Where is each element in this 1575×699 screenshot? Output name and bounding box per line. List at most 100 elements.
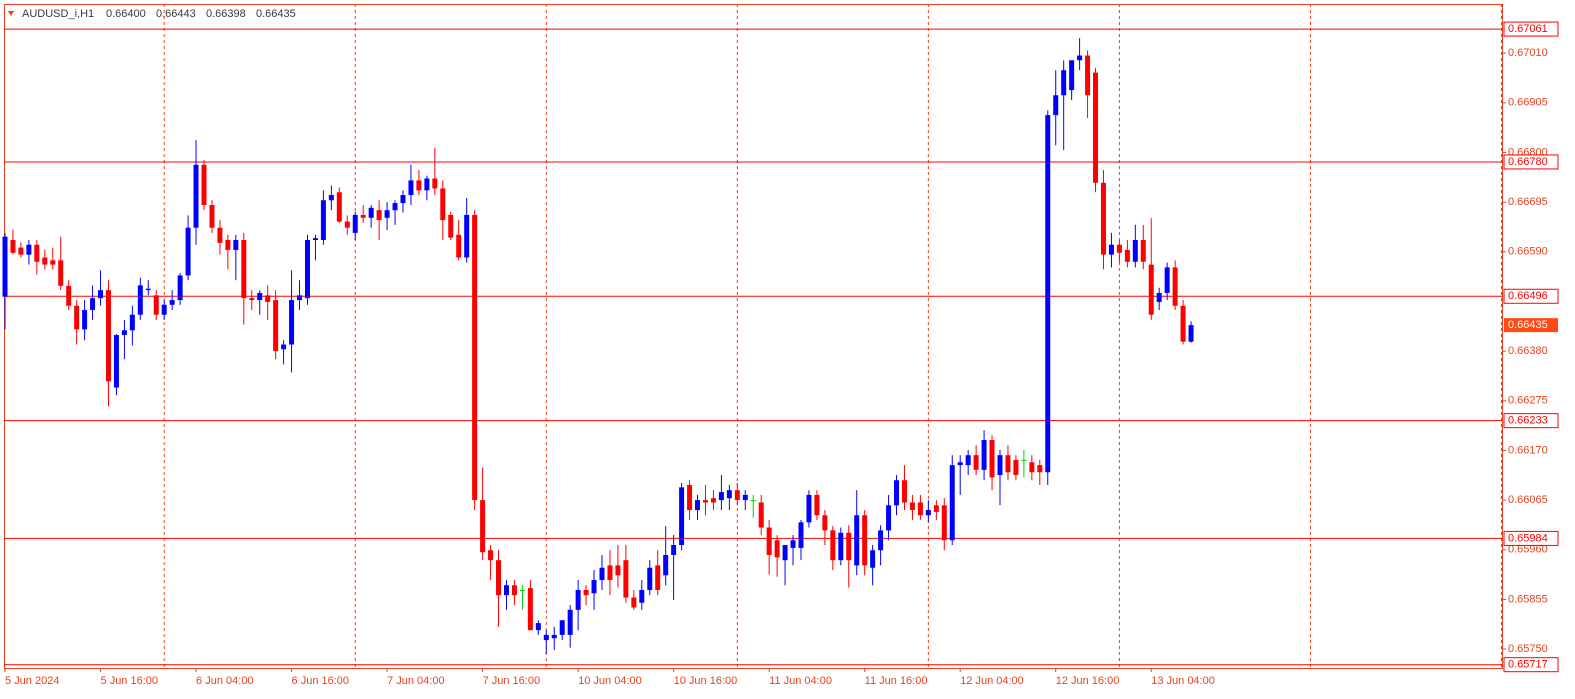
candle-body — [193, 164, 199, 228]
candle-body — [273, 300, 279, 352]
candle-body — [965, 455, 971, 466]
chart-title: AUDUSD_i,H1 — [22, 8, 94, 20]
candle-body — [1045, 115, 1051, 473]
candle-body — [997, 455, 1003, 476]
candle-body — [1132, 239, 1138, 262]
candle-body — [639, 589, 645, 603]
candle-body — [289, 300, 295, 345]
candle-body — [949, 465, 955, 541]
level-label-box — [1503, 413, 1559, 429]
menu-triangle[interactable] — [8, 11, 14, 16]
candle-body — [559, 620, 565, 635]
candle-body — [941, 505, 947, 541]
candle-body — [519, 589, 525, 591]
candle-body — [814, 494, 820, 516]
candle-body — [854, 515, 860, 566]
candle-body — [1077, 55, 1083, 61]
candle-body — [416, 180, 422, 191]
candle-body — [973, 455, 979, 470]
candle-body — [862, 515, 868, 566]
candle-body — [870, 550, 876, 568]
header-value: 0.66443 — [156, 8, 196, 20]
candle-body — [217, 227, 223, 243]
candle-body — [631, 597, 637, 608]
candle-body — [368, 207, 374, 218]
candle-body — [575, 589, 581, 610]
candle-body — [1037, 465, 1043, 473]
current-price-box — [1504, 318, 1558, 333]
header-value: 0.66398 — [206, 8, 246, 20]
candle-body — [42, 257, 48, 265]
candle-body — [894, 480, 900, 506]
candle-body — [846, 532, 852, 561]
candle-body — [830, 530, 836, 561]
candle-body — [1180, 305, 1186, 342]
candle-body — [535, 623, 541, 631]
candle-body — [34, 244, 40, 262]
candle-body — [2, 236, 8, 297]
candle-body — [679, 487, 685, 546]
candle-body — [551, 634, 557, 639]
candle-body — [1164, 267, 1170, 293]
candle-body — [336, 192, 342, 222]
candle-body — [1100, 182, 1106, 255]
x-tick-label: 10 Jun 04:00 — [578, 675, 642, 687]
x-tick-label: 11 Jun 16:00 — [865, 675, 928, 687]
candle-body — [702, 500, 708, 503]
candle-body — [607, 565, 613, 581]
candle-body — [726, 490, 732, 499]
header-value: 0.66435 — [256, 8, 296, 20]
candle-body — [121, 330, 127, 336]
candle-body — [591, 580, 597, 594]
candle-body — [10, 239, 16, 253]
candle-body — [384, 210, 390, 218]
candle-body — [233, 239, 239, 250]
candle-body — [440, 188, 446, 221]
level-label: 0.65717 — [1508, 659, 1548, 671]
candle-body — [265, 295, 271, 302]
candle-body — [74, 305, 80, 330]
x-tick-label: 5 Jun 2024 — [5, 675, 59, 687]
candle-body — [933, 505, 939, 512]
candle-body — [615, 565, 621, 576]
candle-body — [456, 234, 462, 258]
y-tick-label: 0.67010 — [1508, 47, 1548, 59]
candle-body — [695, 500, 701, 511]
candle-body — [281, 344, 287, 350]
candle-body — [472, 214, 478, 501]
candle-body — [981, 440, 987, 470]
candle-body — [137, 285, 143, 315]
candle-body — [1085, 55, 1091, 96]
candle-body — [98, 290, 104, 299]
candle-body — [671, 545, 677, 555]
level-label: 0.67061 — [1508, 23, 1548, 35]
level-label-box — [1503, 657, 1559, 673]
candle-body — [687, 484, 693, 511]
candle-body — [408, 180, 414, 196]
x-tick-label: 12 Jun 16:00 — [1056, 675, 1120, 687]
candle-body — [496, 560, 502, 596]
level-label: 0.66496 — [1508, 290, 1548, 302]
candle-body — [774, 540, 780, 558]
candle-body — [1108, 244, 1114, 255]
candle-body — [344, 221, 350, 228]
candle-body — [448, 214, 454, 238]
candle-body — [464, 214, 470, 258]
y-tick-label: 0.65855 — [1508, 593, 1548, 605]
candle-body — [304, 239, 310, 299]
candle-body — [320, 200, 326, 240]
candle-body — [878, 530, 884, 551]
candle-body — [655, 565, 661, 590]
x-tick-label: 13 Jun 04:00 — [1151, 675, 1215, 687]
candle-body — [989, 440, 995, 478]
y-tick-label: 0.65750 — [1508, 643, 1548, 655]
candle-body — [376, 210, 382, 221]
y-tick-label: 0.66170 — [1508, 444, 1548, 456]
candle-body — [623, 560, 629, 598]
level-label-box — [1503, 530, 1559, 546]
candle-body — [241, 239, 247, 299]
candle-body — [328, 195, 334, 201]
candle-body — [18, 247, 24, 255]
candle-body — [647, 567, 653, 590]
candle-body — [26, 244, 32, 255]
